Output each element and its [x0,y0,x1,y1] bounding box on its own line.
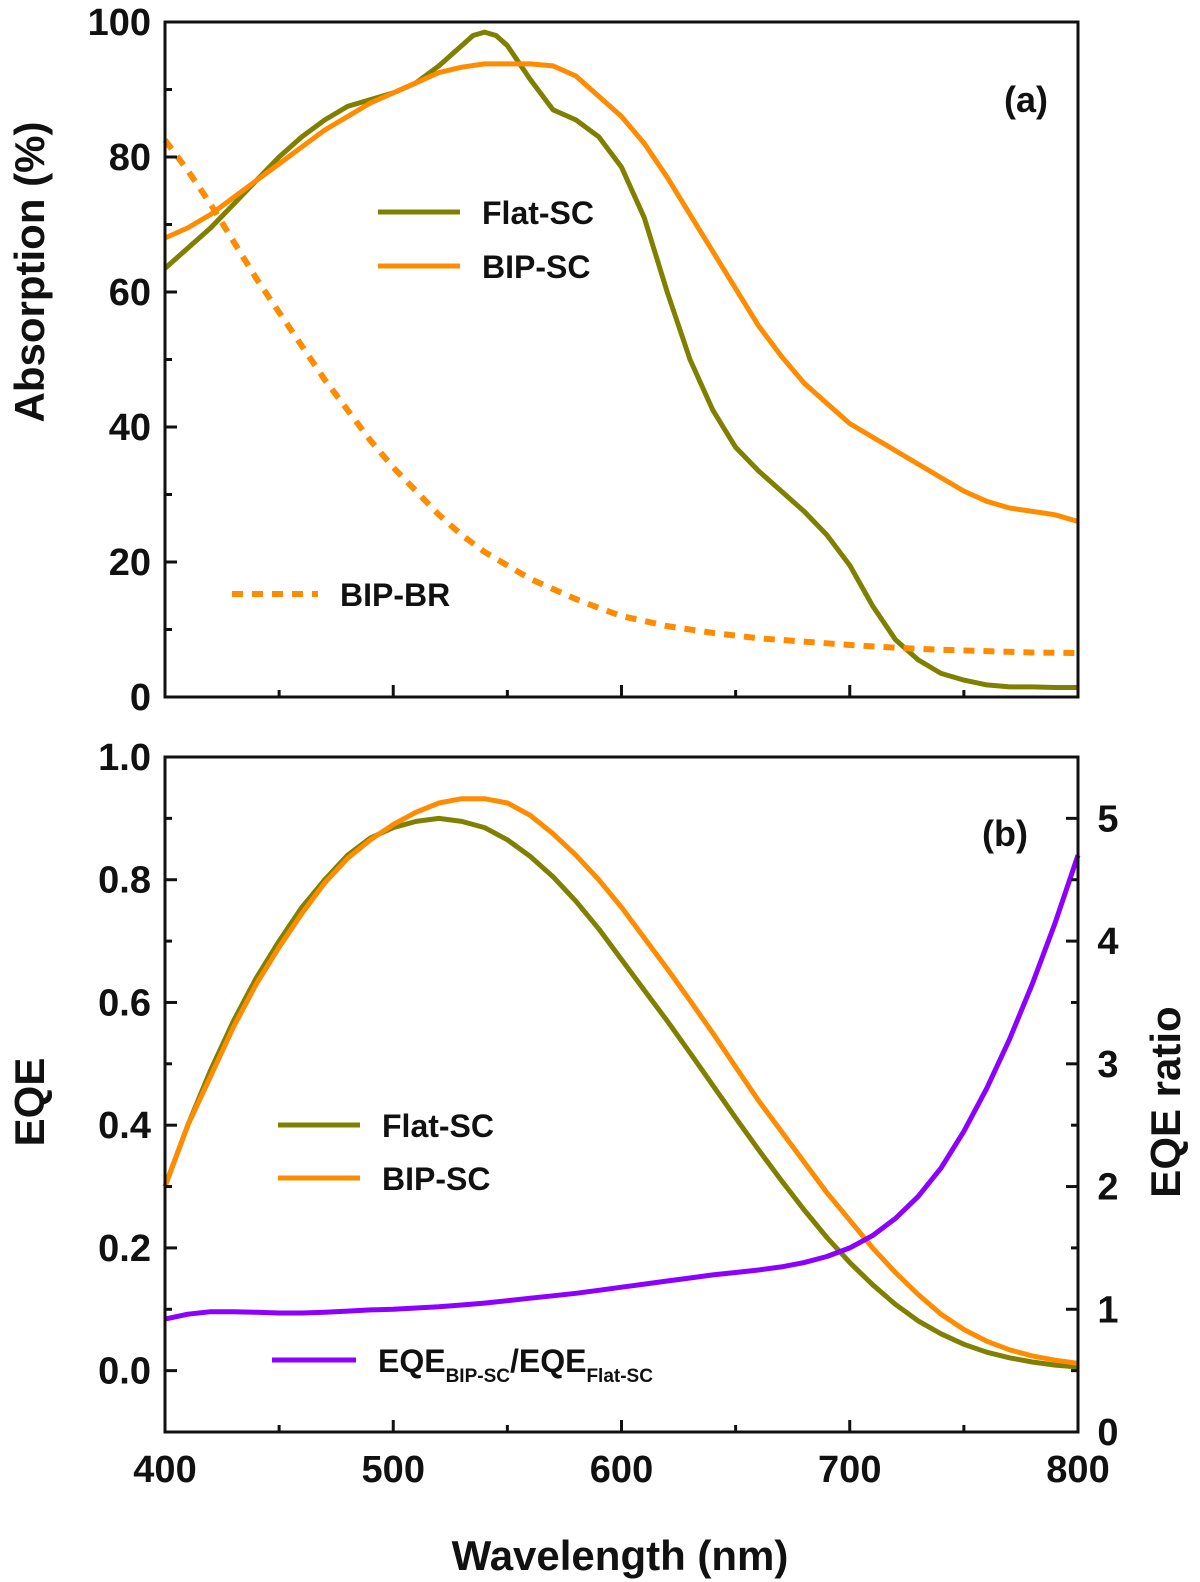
x-tick-label: 500 [362,1449,425,1491]
panel-a-legend: Flat-SC BIP-SC BIP-BR [232,195,594,613]
legend-b-bip-sc-label: BIP-SC [382,1161,490,1197]
panel-b-legend: Flat-SC BIP-SC EQEBIP-SC/EQEFlat-SC [272,1108,653,1387]
panel-b-series-bip-sc [162,796,1079,1366]
panel-a-series-flat-sc [163,29,1078,690]
panel-a-axes: 0 20 40 60 80 100 [88,2,1080,719]
panel-b-y-tick-label: 0.2 [98,1228,151,1270]
panel-a-y-tick-label: 80 [109,137,151,179]
panel-a-y-tick-label: 20 [109,542,151,584]
panel-a-y-axis-title: Absorption (%) [6,122,53,423]
panel-b-right-y-axis-title: EQE ratio [1142,1006,1189,1197]
x-tick-label: 800 [1046,1449,1109,1491]
panel-a-series-bip-br [162,138,1079,657]
panel-b-y-tick-label: 0.8 [98,860,151,902]
x-tick-label: 700 [818,1449,881,1491]
panel-b-right-y-tick-label: 0 [1097,1412,1118,1454]
panel-b-y-tick-label: 1.0 [98,737,151,779]
legend-a-bip-sc-label: BIP-SC [482,249,590,285]
panel-a-y-tick-label: 100 [88,2,151,44]
panel-a-label: (a) [1004,79,1048,120]
panel-a-y-tick-label: 40 [109,407,151,449]
panel-b-axes: 0.0 0.2 0.4 0.6 0.8 1.0 0 1 2 3 4 5 400 500 600 700 800 [98,737,1118,1491]
legend-a-bip-br-label: BIP-BR [340,577,450,613]
panel-a-series-bip-sc [163,61,1079,524]
legend-a-flat-sc-label: Flat-SC [482,195,594,231]
panel-b-y-tick-label: 0.4 [98,1105,151,1147]
legend-ratio-sub1: BIP-SC [446,1366,511,1387]
panel-b-y-tick-label: 0.6 [98,982,151,1024]
x-tick-label: 400 [133,1449,196,1491]
panel-a-plot-area [162,29,1079,690]
legend-ratio-mid: /EQE [510,1343,586,1379]
legend-ratio-sub2: Flat-SC [586,1366,653,1387]
x-axis-title: Wavelength (nm) [452,1532,789,1579]
panel-b-series-eqe-ratio [164,854,1081,1322]
panel-a-y-tick-label: 60 [109,272,151,314]
panel-b-right-y-tick-label: 1 [1097,1289,1118,1331]
panel-a-y-tick-label: 0 [130,677,151,719]
panel-b-right-y-tick-label: 4 [1097,921,1118,963]
panel-b-frame [163,755,1080,1434]
panel-b-label: (b) [982,813,1028,854]
legend-b-ratio-label: EQEBIP-SC/EQEFlat-SC [378,1343,653,1387]
legend-ratio-main: EQE [378,1343,446,1379]
x-tick-label: 600 [590,1449,653,1491]
panel-a: 0 20 40 60 80 100 (a) Absorption (%) Flat-SC … [6,2,1080,719]
panel-b-y-tick-label: 0.0 [98,1351,151,1393]
panel-b-y-axis-title: EQE [6,1058,53,1147]
panel-b-right-y-tick-label: 2 [1097,1167,1118,1209]
legend-b-flat-sc-label: Flat-SC [382,1108,494,1144]
panel-b-right-y-tick-label: 5 [1097,798,1118,840]
panel-b-right-y-tick-label: 3 [1097,1044,1118,1086]
panel-b-plot-area [162,796,1081,1370]
